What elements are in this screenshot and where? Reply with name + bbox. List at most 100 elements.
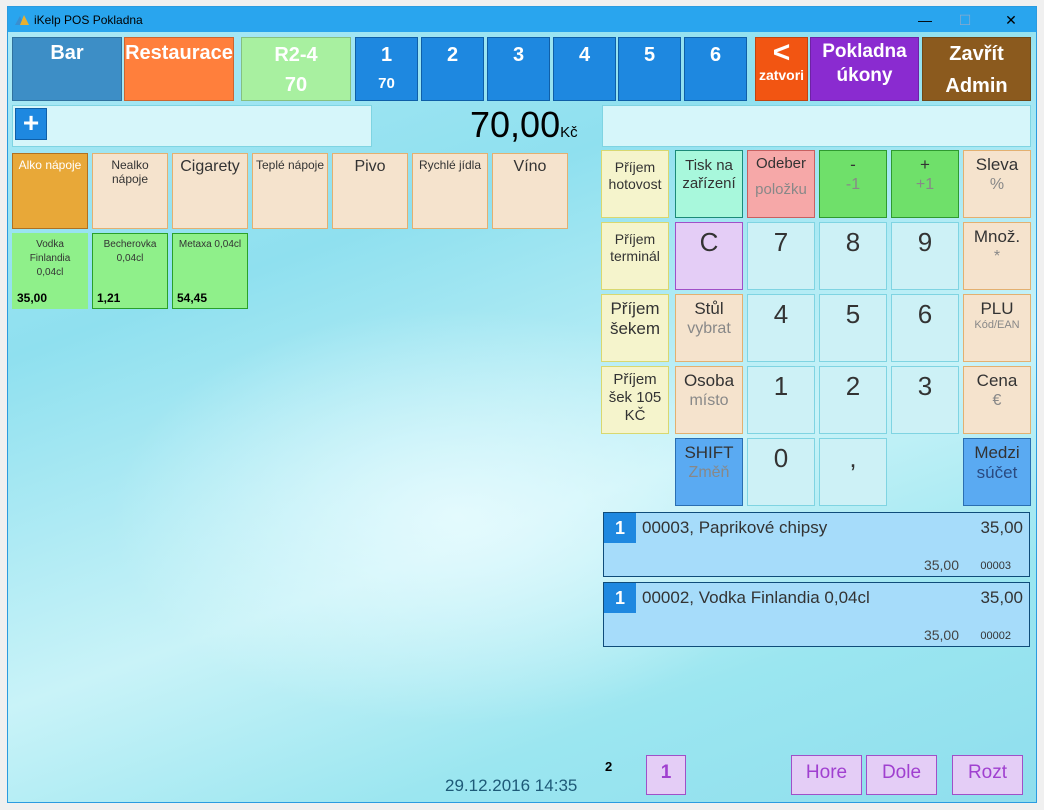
key-sublabel: vybrat bbox=[687, 320, 731, 338]
key-sublabel: místo bbox=[689, 392, 729, 410]
key-sublabel: súčet bbox=[976, 463, 1018, 483]
key-11[interactable]: Množ. * bbox=[963, 222, 1031, 290]
key-23[interactable]: Cena € bbox=[963, 366, 1031, 434]
category-3[interactable]: Teplé nápoje bbox=[252, 153, 328, 229]
key-12[interactable]: Příjem šekem bbox=[601, 294, 669, 362]
line-price: 35,00 bbox=[980, 518, 1023, 537]
key-label: 1 bbox=[773, 371, 789, 401]
bar-button[interactable]: Bar bbox=[12, 37, 122, 101]
key-21[interactable]: 2 bbox=[819, 366, 887, 434]
product-tile[interactable]: Vodka Finlandia 0,04cl 35,00 bbox=[12, 233, 88, 309]
key-0[interactable]: Příjem hotovost bbox=[601, 150, 669, 218]
key-19[interactable]: Osoba místo bbox=[675, 366, 743, 434]
add-icon[interactable]: + bbox=[15, 108, 47, 140]
key-2[interactable]: Odeber položku bbox=[747, 150, 815, 218]
key-6[interactable]: Příjem terminál bbox=[601, 222, 669, 290]
account-button-1[interactable]: 1 70 bbox=[355, 37, 418, 101]
key-sublabel: položku bbox=[755, 181, 807, 198]
search-input[interactable] bbox=[12, 105, 372, 147]
key-5[interactable]: Sleva% bbox=[963, 150, 1031, 218]
minimize-icon[interactable]: — bbox=[918, 12, 932, 28]
line-name: 00002, Vodka Finlandia 0,04cl bbox=[642, 588, 870, 607]
key-4[interactable]: + +1 bbox=[891, 150, 959, 218]
key-label: 3 bbox=[917, 371, 933, 401]
line-qty: 1 bbox=[604, 513, 636, 543]
key-24[interactable]: SHIFT Změň bbox=[675, 438, 743, 506]
key-7[interactable]: C bbox=[675, 222, 743, 290]
key-9[interactable]: 8 bbox=[819, 222, 887, 290]
split-button[interactable]: Rozt bbox=[952, 755, 1023, 795]
keypad-input[interactable] bbox=[602, 105, 1031, 147]
key-15[interactable]: 5 bbox=[819, 294, 887, 362]
scroll-up-button[interactable]: Hore bbox=[791, 755, 862, 795]
close-admin-button[interactable]: Zavřít Admin bbox=[922, 37, 1031, 101]
category-label: Cigarety bbox=[180, 158, 240, 175]
key-label: 2 bbox=[845, 371, 861, 401]
category-4[interactable]: Pivo bbox=[332, 153, 408, 229]
key-sublabel: % bbox=[989, 176, 1005, 194]
key-14[interactable]: 4 bbox=[747, 294, 815, 362]
table-button[interactable]: R2-4 70 bbox=[241, 37, 351, 101]
product-tile[interactable]: Becherovka 0,04cl 1,21 bbox=[92, 233, 168, 309]
line-code: 00003 bbox=[980, 560, 1011, 572]
key-label: 0 bbox=[773, 443, 789, 473]
pokladna-line2: úkony bbox=[836, 65, 893, 86]
key-18[interactable]: Příjem šek 105 KČ bbox=[601, 366, 669, 434]
pokladna-line1: Pokladna bbox=[822, 41, 907, 62]
scroll-down-button[interactable]: Dole bbox=[866, 755, 937, 795]
order-line[interactable]: 1 00003, Paprikové chipsy 35,00 35,00 00003 bbox=[603, 512, 1030, 577]
bar-label: Bar bbox=[50, 42, 84, 64]
maximize-icon[interactable]: ☐ bbox=[958, 12, 972, 28]
table-name: R2-4 bbox=[274, 44, 318, 66]
key-label: Množ. bbox=[973, 227, 1021, 246]
pokladna-button[interactable]: Pokladna úkony bbox=[810, 37, 919, 101]
category-0[interactable]: Alko nápoje bbox=[12, 153, 88, 229]
category-6[interactable]: Víno bbox=[492, 153, 568, 229]
key-label: 6 bbox=[917, 299, 933, 329]
category-1[interactable]: Nealko nápoje bbox=[92, 153, 168, 229]
page-button[interactable]: 1 bbox=[646, 755, 686, 795]
key-8[interactable]: 7 bbox=[747, 222, 815, 290]
key-label: Odeber bbox=[755, 155, 807, 172]
key-sublabel: € bbox=[992, 392, 1002, 410]
key-3[interactable]: - -1 bbox=[819, 150, 887, 218]
restaurace-button[interactable]: Restaurace bbox=[124, 37, 234, 101]
category-5[interactable]: Rychlé jídla bbox=[412, 153, 488, 229]
total-value: 70,00 bbox=[470, 104, 561, 145]
line-code: 00002 bbox=[980, 630, 1011, 642]
key-13[interactable]: Stůl vybrat bbox=[675, 294, 743, 362]
line-price: 35,00 bbox=[980, 588, 1023, 607]
key-27[interactable]: Medzi súčet bbox=[963, 438, 1031, 506]
order-line[interactable]: 1 00002, Vodka Finlandia 0,04cl 35,00 35,00… bbox=[603, 582, 1030, 647]
category-2[interactable]: Cigarety bbox=[172, 153, 248, 229]
key-16[interactable]: 6 bbox=[891, 294, 959, 362]
key-1[interactable]: Tisk na zařízení bbox=[675, 150, 743, 218]
account-number: 3 bbox=[512, 44, 525, 66]
item-count: 2 bbox=[605, 759, 613, 774]
account-button-5[interactable]: 5 bbox=[618, 37, 681, 101]
key-10[interactable]: 9 bbox=[891, 222, 959, 290]
close-account-button[interactable]: < zatvori bbox=[755, 37, 808, 101]
key-sublabel: Kód/EAN bbox=[974, 319, 1020, 332]
product-name: Vodka Finlandia 0,04cl bbox=[29, 239, 71, 278]
key-22[interactable]: 3 bbox=[891, 366, 959, 434]
back-arrow-icon: < bbox=[772, 36, 791, 69]
key-label: 7 bbox=[773, 227, 789, 257]
key-25[interactable]: 0 bbox=[747, 438, 815, 506]
key-label: Cena bbox=[976, 371, 1018, 390]
account-button-3[interactable]: 3 bbox=[487, 37, 550, 101]
close-icon[interactable]: ✕ bbox=[1005, 12, 1017, 28]
key-17[interactable]: PLU Kód/EAN bbox=[963, 294, 1031, 362]
product-tile[interactable]: Metaxa 0,04cl 54,45 bbox=[172, 233, 248, 309]
account-button-4[interactable]: 4 bbox=[553, 37, 616, 101]
account-button-2[interactable]: 2 bbox=[421, 37, 484, 101]
key-26[interactable]: , bbox=[819, 438, 887, 506]
account-button-6[interactable]: 6 bbox=[684, 37, 747, 101]
line-name: 00003, Paprikové chipsy bbox=[642, 518, 828, 537]
account-number: 4 bbox=[578, 44, 591, 66]
total-currency: Kč bbox=[560, 124, 578, 141]
key-20[interactable]: 1 bbox=[747, 366, 815, 434]
window-title: iKelp POS Pokladna bbox=[34, 13, 143, 27]
category-label: Teplé nápoje bbox=[255, 158, 325, 172]
account-number: 2 bbox=[446, 44, 459, 66]
